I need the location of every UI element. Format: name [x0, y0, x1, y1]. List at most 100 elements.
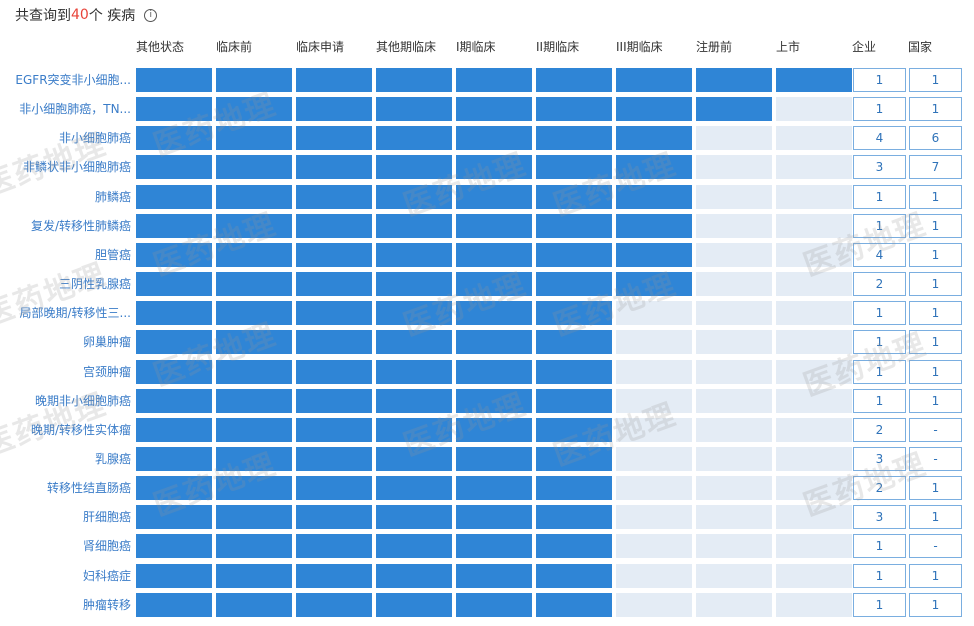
- stage-cell-filled[interactable]: [376, 185, 452, 209]
- stage-cell-filled[interactable]: [296, 418, 372, 442]
- country-count[interactable]: 1: [909, 97, 962, 121]
- stage-cell-filled[interactable]: [136, 214, 212, 238]
- stage-cell-filled[interactable]: [456, 155, 532, 179]
- country-count[interactable]: -: [909, 418, 962, 442]
- stage-cell-filled[interactable]: [296, 593, 372, 617]
- stage-cell-filled[interactable]: [296, 155, 372, 179]
- stage-cell-filled[interactable]: [136, 301, 212, 325]
- stage-cell-filled[interactable]: [376, 505, 452, 529]
- stage-cell-filled[interactable]: [216, 126, 292, 150]
- stage-cell-filled[interactable]: [536, 272, 612, 296]
- stage-cell-filled[interactable]: [136, 68, 212, 92]
- info-icon[interactable]: i: [144, 8, 158, 22]
- company-count[interactable]: 4: [853, 126, 906, 150]
- country-count[interactable]: 1: [909, 389, 962, 413]
- stage-cell-filled[interactable]: [296, 447, 372, 471]
- stage-cell-filled[interactable]: [456, 97, 532, 121]
- stage-cell-filled[interactable]: [456, 476, 532, 500]
- company-count[interactable]: 1: [853, 97, 906, 121]
- disease-label[interactable]: 三阴性乳腺癌: [58, 277, 131, 291]
- company-count[interactable]: 3: [853, 447, 906, 471]
- stage-cell-filled[interactable]: [136, 418, 212, 442]
- stage-cell-filled[interactable]: [216, 301, 292, 325]
- company-count[interactable]: 1: [853, 301, 906, 325]
- stage-cell-filled[interactable]: [296, 505, 372, 529]
- stage-cell-filled[interactable]: [456, 214, 532, 238]
- stage-cell-filled[interactable]: [536, 418, 612, 442]
- stage-cell-filled[interactable]: [136, 564, 212, 588]
- stage-cell-filled[interactable]: [216, 272, 292, 296]
- stage-cell-filled[interactable]: [136, 272, 212, 296]
- stage-cell-filled[interactable]: [616, 97, 692, 121]
- stage-cell-filled[interactable]: [456, 389, 532, 413]
- stage-cell-filled[interactable]: [136, 476, 212, 500]
- stage-cell-filled[interactable]: [216, 418, 292, 442]
- stage-cell-filled[interactable]: [296, 185, 372, 209]
- stage-cell-filled[interactable]: [136, 126, 212, 150]
- stage-cell-filled[interactable]: [296, 272, 372, 296]
- company-count[interactable]: 3: [853, 505, 906, 529]
- stage-cell-filled[interactable]: [376, 447, 452, 471]
- country-count[interactable]: 1: [909, 272, 962, 296]
- stage-cell-filled[interactable]: [376, 564, 452, 588]
- stage-cell-filled[interactable]: [376, 418, 452, 442]
- stage-cell-filled[interactable]: [216, 476, 292, 500]
- stage-cell-filled[interactable]: [456, 68, 532, 92]
- stage-cell-filled[interactable]: [456, 126, 532, 150]
- disease-label[interactable]: 晚期/转移性实体瘤: [30, 423, 131, 437]
- stage-cell-filled[interactable]: [376, 593, 452, 617]
- stage-cell-filled[interactable]: [216, 389, 292, 413]
- stage-cell-filled[interactable]: [376, 97, 452, 121]
- country-count[interactable]: 1: [909, 214, 962, 238]
- country-count[interactable]: 1: [909, 68, 962, 92]
- stage-cell-filled[interactable]: [456, 185, 532, 209]
- company-count[interactable]: 1: [853, 185, 906, 209]
- stage-cell-filled[interactable]: [696, 97, 772, 121]
- stage-cell-filled[interactable]: [216, 593, 292, 617]
- stage-cell-filled[interactable]: [296, 97, 372, 121]
- disease-label[interactable]: 局部晚期/转移性三...: [19, 306, 132, 320]
- stage-cell-filled[interactable]: [456, 505, 532, 529]
- stage-cell-filled[interactable]: [376, 243, 452, 267]
- stage-cell-filled[interactable]: [216, 214, 292, 238]
- disease-label[interactable]: 非鳞状非小细胞肺癌: [22, 160, 131, 174]
- country-count[interactable]: -: [909, 447, 962, 471]
- stage-cell-filled[interactable]: [536, 564, 612, 588]
- company-count[interactable]: 1: [853, 68, 906, 92]
- stage-cell-filled[interactable]: [216, 505, 292, 529]
- stage-cell-filled[interactable]: [616, 155, 692, 179]
- stage-cell-filled[interactable]: [296, 534, 372, 558]
- stage-cell-filled[interactable]: [136, 330, 212, 354]
- stage-cell-filled[interactable]: [456, 243, 532, 267]
- stage-cell-filled[interactable]: [536, 330, 612, 354]
- stage-cell-filled[interactable]: [216, 564, 292, 588]
- company-count[interactable]: 1: [853, 330, 906, 354]
- stage-cell-filled[interactable]: [456, 360, 532, 384]
- country-count[interactable]: 1: [909, 243, 962, 267]
- disease-label[interactable]: 转移性结直肠癌: [46, 481, 131, 495]
- stage-cell-filled[interactable]: [376, 68, 452, 92]
- company-count[interactable]: 1: [853, 593, 906, 617]
- stage-cell-filled[interactable]: [536, 476, 612, 500]
- stage-cell-filled[interactable]: [136, 97, 212, 121]
- stage-cell-filled[interactable]: [376, 155, 452, 179]
- disease-label[interactable]: 卵巢肿瘤: [82, 335, 131, 349]
- stage-cell-filled[interactable]: [216, 185, 292, 209]
- company-count[interactable]: 1: [853, 214, 906, 238]
- stage-cell-filled[interactable]: [136, 243, 212, 267]
- company-count[interactable]: 1: [853, 534, 906, 558]
- disease-label[interactable]: 妇科癌症: [82, 569, 131, 583]
- country-count[interactable]: 1: [909, 564, 962, 588]
- stage-cell-filled[interactable]: [296, 68, 372, 92]
- stage-cell-filled[interactable]: [456, 418, 532, 442]
- stage-cell-filled[interactable]: [696, 68, 772, 92]
- stage-cell-filled[interactable]: [616, 214, 692, 238]
- stage-cell-filled[interactable]: [536, 126, 612, 150]
- stage-cell-filled[interactable]: [536, 505, 612, 529]
- country-count[interactable]: 6: [909, 126, 962, 150]
- company-count[interactable]: 3: [853, 155, 906, 179]
- stage-cell-filled[interactable]: [216, 155, 292, 179]
- stage-cell-filled[interactable]: [216, 447, 292, 471]
- disease-label[interactable]: 乳腺癌: [94, 452, 131, 466]
- country-count[interactable]: 1: [909, 185, 962, 209]
